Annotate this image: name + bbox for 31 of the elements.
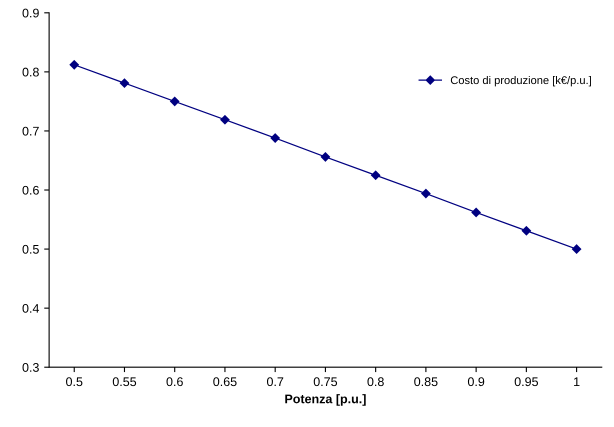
point	[472, 208, 481, 218]
point	[70, 60, 79, 70]
x-tick-label: 0.95	[514, 377, 538, 386]
point	[572, 244, 582, 254]
legend-label: Costo di produzione [k€/p.u.]	[450, 76, 591, 86]
point	[522, 226, 531, 236]
point	[270, 133, 280, 143]
x-tick-label: 0.75	[314, 377, 338, 386]
point	[320, 152, 330, 162]
x-tick-label: 0.65	[213, 377, 237, 386]
point	[371, 170, 380, 180]
y-tick-label: 0.7	[22, 126, 39, 136]
x-tick-label: 0.8	[367, 377, 384, 386]
y-tick-label: 0.5	[22, 244, 39, 254]
y-tick-label: 0.6	[22, 186, 39, 195]
point	[220, 115, 230, 124]
x-tick-label: 1	[574, 377, 580, 386]
y-tick-label: 0.8	[22, 68, 39, 77]
point	[170, 96, 180, 106]
x-tick-label: 0.6	[166, 377, 183, 386]
y-tick-label: 0.9	[22, 8, 39, 18]
point	[120, 78, 130, 88]
y-tick-label: 0.3	[22, 363, 39, 372]
x-tick-label: 0.5	[66, 377, 82, 386]
x-tick-label: 0.55	[112, 377, 136, 386]
x-tick-label: 0.9	[468, 377, 484, 386]
x-axis-title: Potenza [p.u.]	[285, 394, 366, 406]
x-tick-label: 0.85	[414, 377, 438, 386]
y-tick-label: 0.4	[22, 304, 40, 313]
x-tick-label: 0.7	[266, 377, 284, 386]
point	[421, 188, 431, 198]
